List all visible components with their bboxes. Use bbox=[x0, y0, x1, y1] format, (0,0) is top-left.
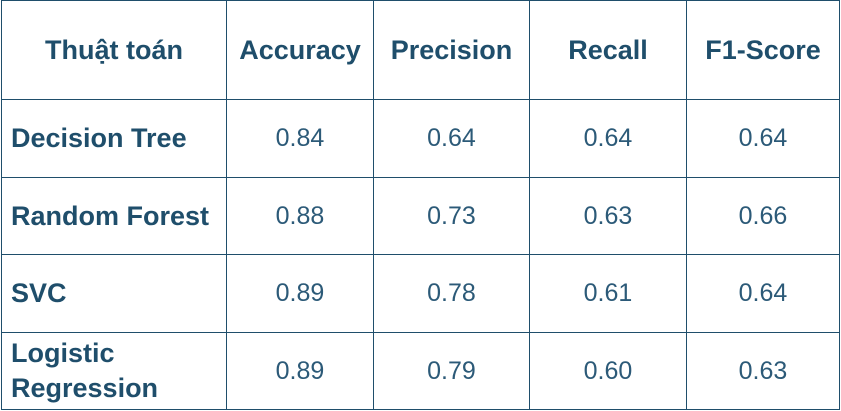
cell-precision: 0.64 bbox=[373, 99, 530, 178]
cell-accuracy: 0.84 bbox=[226, 99, 374, 178]
table-row: Decision Tree 0.84 0.64 0.64 0.64 bbox=[1, 99, 840, 178]
cell-recall: 0.61 bbox=[529, 254, 687, 333]
table-header-row: Thuật toán Accuracy Precision Recall F1-… bbox=[1, 0, 840, 100]
cell-f1-score: 0.64 bbox=[686, 254, 840, 333]
cell-accuracy: 0.89 bbox=[226, 332, 374, 410]
cell-precision: 0.78 bbox=[373, 254, 530, 333]
cell-f1-score: 0.66 bbox=[686, 177, 840, 255]
header-recall: Recall bbox=[529, 0, 687, 100]
cell-precision: 0.73 bbox=[373, 177, 530, 255]
row-label-random-forest: Random Forest bbox=[1, 177, 227, 255]
table-row: Random Forest 0.88 0.73 0.63 0.66 bbox=[1, 177, 840, 255]
cell-f1-score: 0.63 bbox=[686, 332, 840, 410]
header-precision: Precision bbox=[373, 0, 530, 100]
table-row: Logistic Regression 0.89 0.79 0.60 0.63 bbox=[1, 332, 840, 410]
row-label-logistic-regression: Logistic Regression bbox=[1, 332, 227, 410]
cell-accuracy: 0.88 bbox=[226, 177, 374, 255]
cell-accuracy: 0.89 bbox=[226, 254, 374, 333]
row-label-decision-tree: Decision Tree bbox=[1, 99, 227, 178]
header-algorithm: Thuật toán bbox=[1, 0, 227, 100]
cell-recall: 0.60 bbox=[529, 332, 687, 410]
row-label-line: Regression bbox=[11, 373, 159, 403]
header-f1-score: F1-Score bbox=[686, 0, 840, 100]
cell-precision: 0.79 bbox=[373, 332, 530, 410]
row-label-svc: SVC bbox=[1, 254, 227, 333]
cell-recall: 0.63 bbox=[529, 177, 687, 255]
header-accuracy: Accuracy bbox=[226, 0, 374, 100]
row-label-line: Logistic bbox=[11, 338, 115, 368]
cell-recall: 0.64 bbox=[529, 99, 687, 178]
cell-f1-score: 0.64 bbox=[686, 99, 840, 178]
table-row: SVC 0.89 0.78 0.61 0.64 bbox=[1, 254, 840, 333]
